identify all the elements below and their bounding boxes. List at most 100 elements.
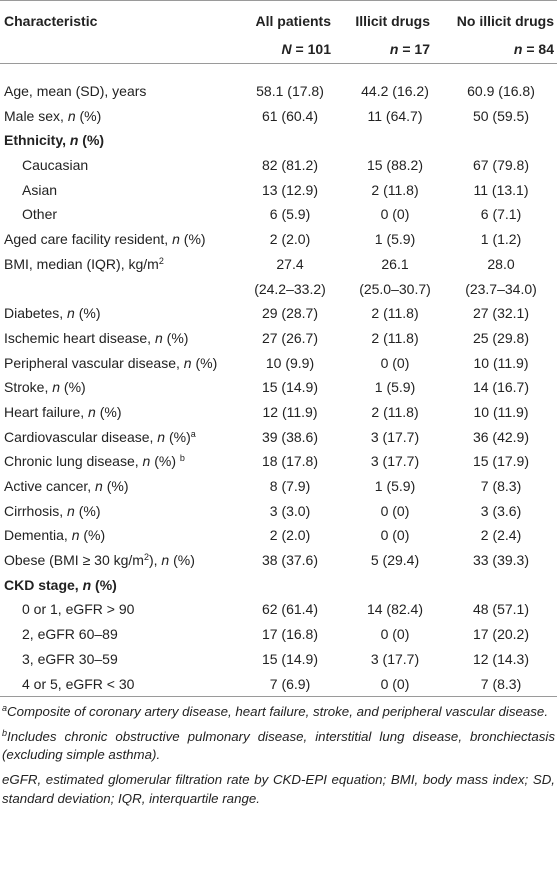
cell: 17 (20.2)	[472, 626, 530, 643]
cell: 11 (13.1)	[473, 181, 529, 198]
row-label: Peripheral vascular disease, n (%)	[0, 351, 235, 376]
superscript: b	[2, 727, 8, 738]
superscript: 2	[158, 255, 164, 266]
italic-run: n	[157, 428, 166, 445]
text-run: eGFR, estimated glomerular filtration ra…	[2, 771, 555, 806]
cell: 14 (82.4)	[366, 601, 424, 618]
cell: 2 (11.8)	[371, 181, 419, 198]
row-label: Cirrhosis, n (%)	[0, 499, 235, 524]
text-run: Chronic lung disease,	[4, 453, 143, 470]
table-row: Heart failure, n (%) 12 (11.9) 2 (11.8) 10 …	[0, 400, 557, 425]
header-row: Characteristic All patients N = 101 Illicit…	[0, 1, 557, 63]
text-run: (%)	[78, 132, 105, 149]
cell-line: 28.0	[487, 255, 515, 272]
cell: 0 (0)	[380, 626, 410, 643]
row-label: Ethnicity, n (%)	[0, 128, 235, 153]
text-run: (%)	[74, 305, 101, 322]
text-run: (%)	[60, 379, 86, 396]
cell: 26.1 (25.0–30.7)	[345, 252, 445, 301]
text-run: Stroke,	[4, 379, 53, 396]
cell-line: (24.2–33.2)	[254, 280, 326, 297]
column-header: Characteristic	[0, 7, 235, 56]
text-run: BMI, median (IQR), kg/m	[4, 255, 159, 272]
cell: 10 (11.9)	[473, 403, 529, 420]
superscript: 2	[143, 552, 149, 563]
cell: 3 (17.7)	[370, 428, 420, 445]
column-count: n = 17	[331, 35, 430, 63]
cell: 2 (11.8)	[371, 403, 419, 420]
top-rule	[0, 0, 557, 1]
cell: 12 (14.3)	[472, 650, 530, 667]
cell: 67 (79.8)	[472, 157, 530, 174]
row-label: Caucasian	[0, 153, 235, 178]
cell: 39 (38.6)	[261, 428, 319, 445]
cell: 28.0 (23.7–34.0)	[445, 252, 557, 301]
cell: 0 (0)	[380, 527, 410, 544]
text-run: (%)	[75, 107, 102, 124]
table: Characteristic All patients N = 101 Illicit…	[0, 0, 557, 808]
cell-line: (23.7–34.0)	[465, 280, 537, 297]
cell: 3 (3.0)	[269, 502, 311, 519]
cell: 38 (37.6)	[261, 552, 319, 569]
footnote: eGFR, estimated glomerular filtration ra…	[2, 771, 555, 808]
cell: 2 (11.8)	[371, 305, 419, 322]
cell: 10 (9.9)	[265, 354, 315, 371]
text-run: Ischemic heart disease,	[4, 329, 155, 346]
italic-run: n	[142, 453, 151, 470]
cell-line: 26.1	[381, 255, 409, 272]
text-run: Cardiovascular disease,	[4, 428, 158, 445]
cell: 60.9 (16.8)	[467, 83, 535, 99]
cell: 1 (5.9)	[374, 379, 416, 396]
row-label: Dementia, n (%)	[0, 523, 235, 548]
cell: 27 (32.1)	[472, 305, 530, 322]
cell: 29 (28.7)	[261, 305, 319, 322]
row-label: Ischemic heart disease, n (%)	[0, 326, 235, 351]
table-row: Aged care facility resident, n (%) 2 (2.0…	[0, 227, 557, 252]
cell: 3 (3.6)	[480, 502, 522, 519]
text-run: CKD stage,	[4, 576, 83, 593]
column-title: No illicit drugs	[456, 13, 554, 29]
cell: 82 (81.2)	[261, 157, 319, 174]
header-rule	[0, 63, 557, 64]
text-run: = 101	[291, 41, 331, 57]
bottom-rule	[0, 696, 557, 698]
cell: 0 (0)	[380, 502, 410, 519]
text-run: 0 or 1, eGFR > 90	[22, 601, 135, 618]
table-row: Diabetes, n (%) 29 (28.7) 2 (11.8) 27 (32.1…	[0, 301, 557, 326]
superscript: b	[179, 453, 185, 464]
row-label: Male sex, n (%)	[0, 104, 235, 129]
cell: 2 (11.8)	[371, 329, 419, 346]
row-label: Stroke, n (%)	[0, 375, 235, 400]
text-run: 3, eGFR 30–59	[22, 650, 118, 667]
cell: 7 (8.3)	[480, 675, 522, 692]
cell: 15 (14.9)	[261, 650, 319, 667]
text-run: Obese (BMI ≥ 30 kg/m	[4, 552, 144, 569]
row-label: Other	[0, 202, 235, 227]
cell: 1 (1.2)	[480, 231, 522, 248]
column-header: Illicit drugs n = 17	[331, 7, 430, 57]
table-row: 2, eGFR 60–89 17 (16.8) 0 (0) 17 (20.2)	[0, 622, 557, 647]
cell: 48 (57.1)	[472, 601, 530, 618]
table-body: Age, mean (SD), years 58.1 (17.8) 44.2 (16…	[0, 64, 557, 696]
text-run: (%)	[191, 354, 218, 371]
italic-run: n	[513, 41, 523, 57]
text-run: Heart failure,	[4, 403, 89, 420]
table-row: Ischemic heart disease, n (%) 27 (26.7) 2 …	[0, 326, 557, 351]
table-row: Caucasian 82 (81.2) 15 (88.2) 67 (79.8)	[0, 153, 557, 178]
cell: 44.2 (16.2)	[361, 83, 429, 99]
italic-run: n	[161, 552, 170, 569]
column-title: Illicit drugs	[355, 13, 430, 29]
footnote: aComposite of coronary artery disease, h…	[2, 703, 555, 722]
text-run: (%)	[150, 453, 180, 470]
row-label: 3, eGFR 30–59	[0, 647, 235, 672]
cell: 50 (59.5)	[472, 107, 530, 124]
table-row: Other 6 (5.9) 0 (0) 6 (7.1)	[0, 202, 557, 227]
italic-run: n	[67, 502, 75, 519]
text-run: (%)	[102, 478, 129, 495]
table-row: Chronic lung disease, n (%) b 18 (17.8) 3 …	[0, 449, 557, 474]
table-row: 0 or 1, eGFR > 90 62 (61.4) 14 (82.4) 48 (5…	[0, 597, 557, 622]
italic-run: n	[172, 231, 180, 248]
section-row: Ethnicity, n (%)	[0, 128, 557, 153]
italic-run: n	[67, 107, 76, 124]
